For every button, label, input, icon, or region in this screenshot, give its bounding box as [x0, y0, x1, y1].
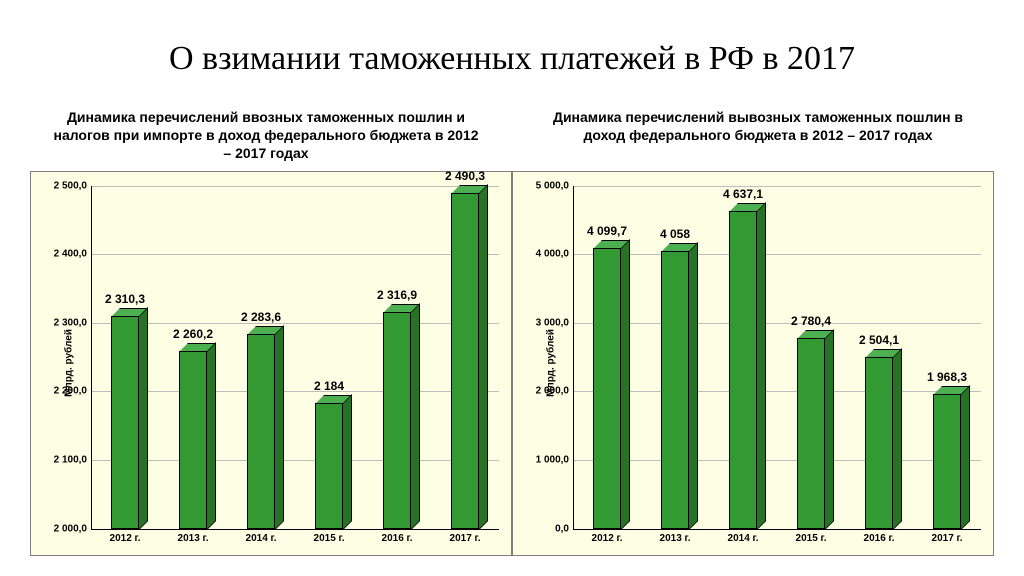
gridline: [91, 254, 499, 255]
bar: 2 184: [315, 403, 342, 529]
y-tick-label: 4 000,0: [536, 249, 569, 260]
slide: О взимании таможенных платежей в РФ в 20…: [0, 0, 1024, 576]
bar-value-label: 2 260,2: [173, 327, 213, 341]
bar-value-label: 2 283,6: [241, 310, 281, 324]
bar: 2 260,2: [179, 351, 206, 529]
x-tick-label: 2016 г.: [864, 533, 895, 544]
bar-front: [933, 394, 960, 529]
gridline: [91, 186, 499, 187]
bar-value-label: 2 184: [314, 379, 344, 393]
bar-side: [411, 303, 420, 530]
x-tick-label: 2012 г.: [592, 533, 623, 544]
bar-value-label: 4 637,1: [723, 187, 763, 201]
chart-panel-right: Млрд. рублей0,01 000,02 000,03 000,04 00…: [512, 171, 994, 556]
bar-side: [621, 239, 630, 530]
bar: 4 058: [661, 251, 688, 529]
bar-value-label: 4 058: [660, 227, 690, 241]
bar-front: [593, 248, 620, 529]
chart-subtitle-right: Динамика перечислений вывозных таможенны…: [522, 108, 994, 163]
gridline: [573, 391, 981, 392]
chart-subtitle-left: Динамика перечислений ввозных таможенных…: [30, 108, 502, 163]
x-tick-label: 2016 г.: [382, 533, 413, 544]
bar-side: [479, 184, 488, 530]
x-tick-label: 2014 г.: [728, 533, 759, 544]
bar-side: [207, 342, 216, 530]
bar-value-label: 2 490,3: [445, 169, 485, 183]
bar-value-label: 1 968,3: [927, 370, 967, 384]
charts-row: Млрд. рублей2 000,02 100,02 200,02 300,0…: [30, 171, 994, 556]
bar: 2 490,3: [451, 193, 478, 529]
slide-title: О взимании таможенных платежей в РФ в 20…: [30, 40, 994, 78]
gridline: [91, 529, 499, 530]
x-tick-label: 2014 г.: [246, 533, 277, 544]
bar-front: [729, 211, 756, 529]
gridline: [573, 323, 981, 324]
bar-front: [451, 193, 478, 529]
y-tick-label: 2 400,0: [54, 249, 87, 260]
bar-side: [343, 394, 352, 530]
y-tick-label: 2 000,0: [536, 386, 569, 397]
bar-side: [893, 348, 902, 530]
bar: 1 968,3: [933, 394, 960, 529]
x-tick-label: 2013 г.: [178, 533, 209, 544]
bar-front: [111, 316, 138, 529]
bar-front: [383, 312, 410, 529]
gridline: [573, 529, 981, 530]
plot-area: 2 000,02 100,02 200,02 300,02 400,02 500…: [91, 186, 499, 529]
bar: 4 099,7: [593, 248, 620, 529]
bar-front: [797, 338, 824, 529]
y-tick-label: 2 500,0: [54, 180, 87, 191]
bar-front: [179, 351, 206, 529]
y-tick-label: 5 000,0: [536, 180, 569, 191]
bar-side: [961, 385, 970, 530]
y-axis-line: [91, 186, 92, 529]
bar-value-label: 2 310,3: [105, 292, 145, 306]
bar: 2 310,3: [111, 316, 138, 529]
x-tick-label: 2017 г.: [932, 533, 963, 544]
gridline: [91, 460, 499, 461]
bar-front: [865, 357, 892, 529]
y-axis-line: [573, 186, 574, 529]
bar-value-label: 2 504,1: [859, 333, 899, 347]
x-tick-label: 2012 г.: [110, 533, 141, 544]
bar: 2 780,4: [797, 338, 824, 529]
y-tick-label: 2 200,0: [54, 386, 87, 397]
gridline: [573, 186, 981, 187]
y-tick-label: 0,0: [555, 523, 569, 534]
bar: 2 504,1: [865, 357, 892, 529]
bar: 4 637,1: [729, 211, 756, 529]
bar-side: [825, 329, 834, 530]
y-tick-label: 1 000,0: [536, 454, 569, 465]
bar-side: [275, 325, 284, 530]
bar-front: [247, 334, 274, 529]
chart-panel-left: Млрд. рублей2 000,02 100,02 200,02 300,0…: [30, 171, 512, 556]
bar-front: [315, 403, 342, 529]
bar-value-label: 2 316,9: [377, 288, 417, 302]
subtitles-row: Динамика перечислений ввозных таможенных…: [30, 108, 994, 163]
y-tick-label: 3 000,0: [536, 317, 569, 328]
bar-side: [139, 307, 148, 530]
bar-side: [689, 242, 698, 530]
y-tick-label: 2 300,0: [54, 317, 87, 328]
bar-value-label: 4 099,7: [587, 224, 627, 238]
x-tick-label: 2017 г.: [450, 533, 481, 544]
y-tick-label: 2 100,0: [54, 454, 87, 465]
y-tick-label: 2 000,0: [54, 523, 87, 534]
bar-front: [661, 251, 688, 529]
plot-area: 0,01 000,02 000,03 000,04 000,05 000,04 …: [573, 186, 981, 529]
gridline: [91, 391, 499, 392]
x-tick-label: 2015 г.: [796, 533, 827, 544]
bar-value-label: 2 780,4: [791, 314, 831, 328]
bar-side: [757, 202, 766, 530]
bar: 2 316,9: [383, 312, 410, 529]
gridline: [573, 460, 981, 461]
x-tick-label: 2013 г.: [660, 533, 691, 544]
gridline: [573, 254, 981, 255]
x-tick-label: 2015 г.: [314, 533, 345, 544]
gridline: [91, 323, 499, 324]
bar: 2 283,6: [247, 334, 274, 529]
